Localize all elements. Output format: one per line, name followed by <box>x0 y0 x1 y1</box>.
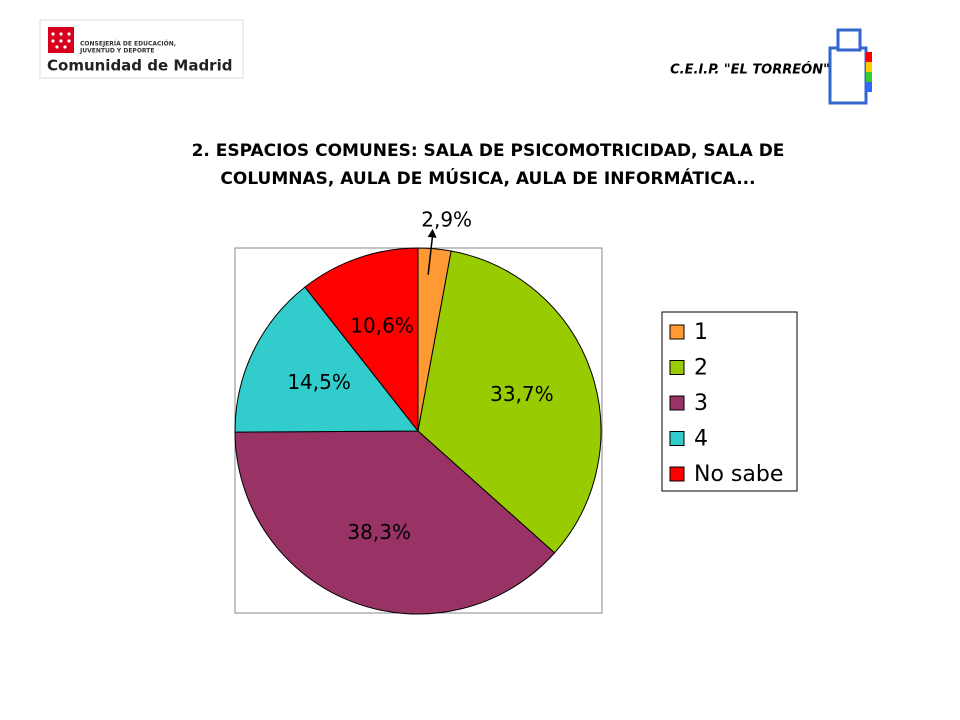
tower-icon <box>836 28 862 52</box>
data-label: 14,5% <box>287 370 351 394</box>
legend-swatch <box>669 360 685 375</box>
data-label: 2,9% <box>421 207 472 231</box>
legend-label: No sabe <box>694 462 783 487</box>
pie-slice <box>234 286 420 433</box>
logo-text: JUVENTUD Y DEPORTE <box>79 48 154 55</box>
legend-label: 4 <box>694 427 708 452</box>
pie-slice <box>304 247 419 433</box>
logo-left: CONSEJERÍA DE EDUCACIÓN, JUVENTUD Y DEPO… <box>39 19 244 79</box>
flag-icon <box>866 72 872 82</box>
logo-right: C.E.I.P. "EL TORREÓN" <box>670 28 872 105</box>
legend-swatch <box>669 466 685 482</box>
pie-slice <box>417 250 602 554</box>
legend-label: 2 <box>694 356 708 381</box>
legend-swatch <box>669 431 685 446</box>
legend-swatch <box>669 395 685 411</box>
logo-stars <box>51 32 71 49</box>
leader-arrow <box>427 228 437 238</box>
chart-title: 2. ESPACIOS COMUNES: SALA DE PSICOMOTRIC… <box>192 141 785 161</box>
pie-slice <box>234 430 556 615</box>
chart: 2,9% 33,7% 38,3% 14,5% 10,6% 1 2 3 4 No sabe <box>234 207 783 615</box>
logo-text: Comunidad de Madrid <box>47 57 232 75</box>
legend-swatch <box>669 324 685 340</box>
flag-icon <box>866 62 872 72</box>
chart-title: COLUMNAS, AULA DE MÚSICA, AULA DE INFORM… <box>220 167 755 189</box>
data-label: 33,7% <box>490 382 554 406</box>
logo-text: CONSEJERÍA DE EDUCACIÓN, <box>80 40 176 48</box>
flag-icon <box>866 52 872 62</box>
data-label: 38,3% <box>347 520 411 544</box>
data-label: 10,6% <box>350 314 414 338</box>
flag-icon <box>866 82 872 92</box>
tower-icon <box>828 46 868 105</box>
legend-label: 1 <box>694 320 708 345</box>
legend-label: 3 <box>694 391 708 416</box>
leader-line <box>427 234 434 275</box>
school-name: C.E.I.P. "EL TORREÓN" <box>670 62 830 78</box>
